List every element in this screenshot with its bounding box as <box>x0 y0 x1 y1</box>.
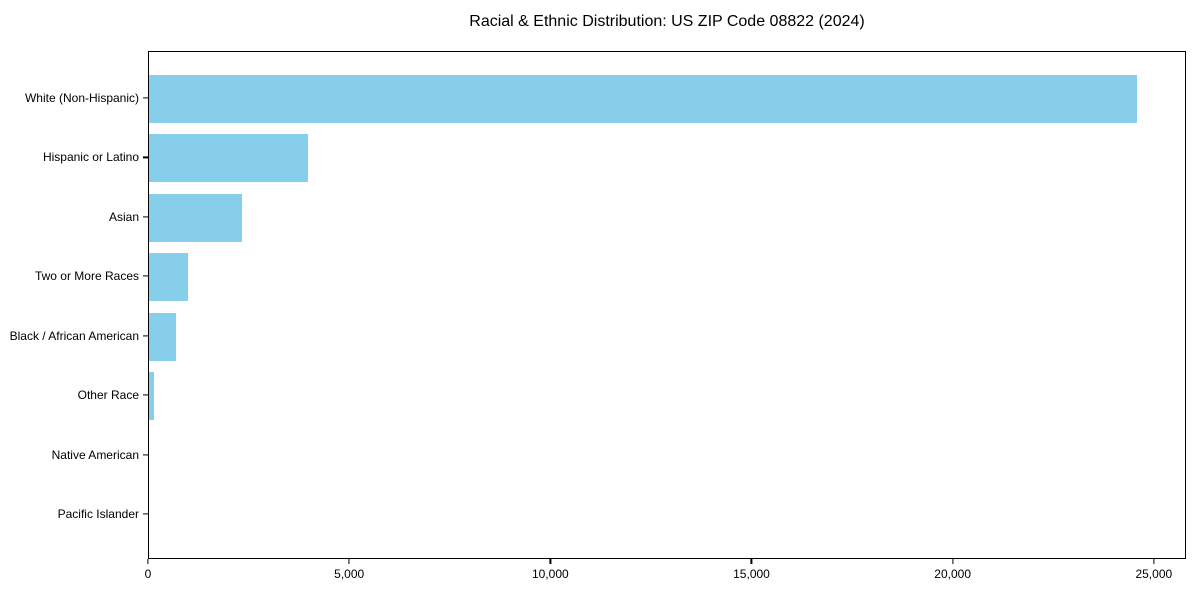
x-tick-label: 0 <box>144 567 152 581</box>
bar-two-or-more-races <box>149 253 189 302</box>
y-tick-mark <box>143 156 148 159</box>
x-tick-label: 15,000 <box>733 567 770 581</box>
plot-area <box>148 51 1186 559</box>
y-tick-label-other-race: Other Race <box>77 388 139 403</box>
bar-white-non-hispanic <box>149 75 1137 123</box>
y-tick-mark <box>143 97 148 99</box>
chart-title: Racial & Ethnic Distribution: US ZIP Cod… <box>469 13 865 30</box>
x-tick-label: 5,000 <box>334 567 365 581</box>
y-tick-mark <box>143 453 148 456</box>
x-tick-mark <box>549 559 551 564</box>
y-tick-label-black-african-american: Black / African American <box>9 328 139 343</box>
bar-black-african-american <box>149 312 176 361</box>
y-tick-label-hispanic-or-latino: Hispanic or Latino <box>42 150 139 165</box>
x-tick-mark <box>348 559 350 564</box>
bar-other-race <box>149 372 154 421</box>
y-tick-label-native-american: Native American <box>51 447 139 462</box>
bar-hispanic-or-latino <box>149 134 308 183</box>
bar-asian <box>149 193 242 242</box>
x-tick-mark <box>750 559 753 564</box>
x-tick-label: 20,000 <box>934 567 971 581</box>
y-tick-mark <box>143 335 148 337</box>
x-tick-mark <box>1153 559 1155 564</box>
y-tick-mark <box>143 216 148 218</box>
x-tick-label: 10,000 <box>531 567 569 581</box>
x-tick-label: 25,000 <box>1135 567 1173 581</box>
y-tick-mark <box>143 275 148 277</box>
x-tick-mark <box>147 559 149 564</box>
y-tick-mark <box>143 513 148 515</box>
y-tick-mark <box>143 394 148 396</box>
y-tick-label-white-non-hispanic: White (Non-Hispanic) <box>24 91 139 105</box>
y-tick-label-pacific-islander: Pacific Islander <box>57 507 139 521</box>
x-tick-mark <box>952 559 954 564</box>
y-tick-label-two-or-more-races: Two or More Races <box>34 269 139 284</box>
y-tick-label-asian: Asian <box>108 209 139 224</box>
